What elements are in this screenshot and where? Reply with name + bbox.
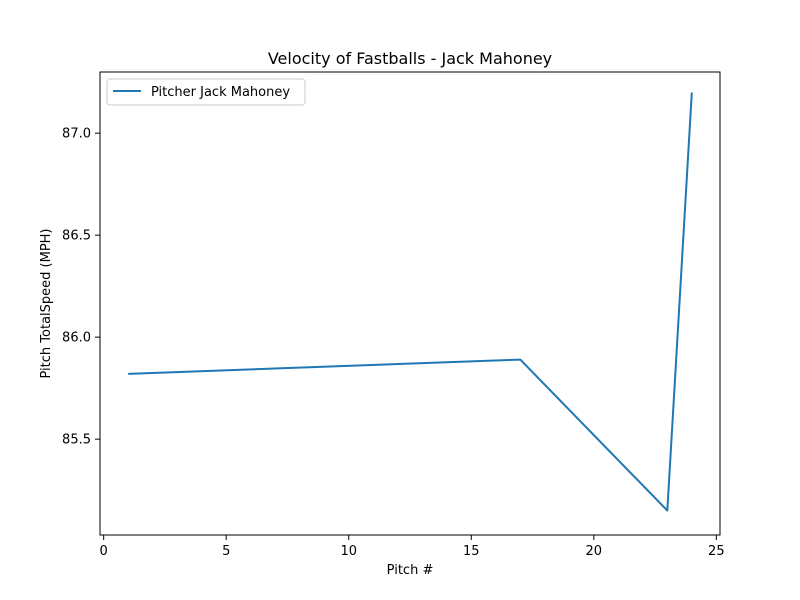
y-tick-label: 85.5 (62, 433, 91, 448)
y-tick-label: 87.0 (62, 127, 91, 142)
y-axis-label: Pitch TotalSpeed (MPH) (39, 228, 54, 378)
x-tick-label: 20 (586, 544, 603, 559)
x-tick-label: 5 (222, 544, 230, 559)
series-layer (128, 92, 693, 512)
series-line-0 (128, 92, 693, 512)
x-axis-ticks: 0 5 10 15 20 25 (100, 535, 725, 559)
legend-entry-label: Pitcher Jack Mahoney (151, 85, 290, 100)
x-tick-label: 10 (340, 544, 357, 559)
x-tick-label: 0 (100, 544, 108, 559)
axes-frame (99, 71, 721, 536)
y-tick-label: 86.0 (62, 331, 91, 346)
y-tick-label: 86.5 (62, 229, 91, 244)
y-axis-ticks: 85.5 86.0 86.5 87.0 (62, 127, 100, 448)
legend-box (106, 78, 306, 106)
chart-title: Velocity of Fastballs - Jack Mahoney (268, 49, 552, 68)
x-tick-label: 15 (463, 544, 480, 559)
legend: Pitcher Jack Mahoney (106, 78, 306, 106)
x-tick-label: 25 (708, 544, 725, 559)
x-axis-label: Pitch # (387, 563, 434, 578)
